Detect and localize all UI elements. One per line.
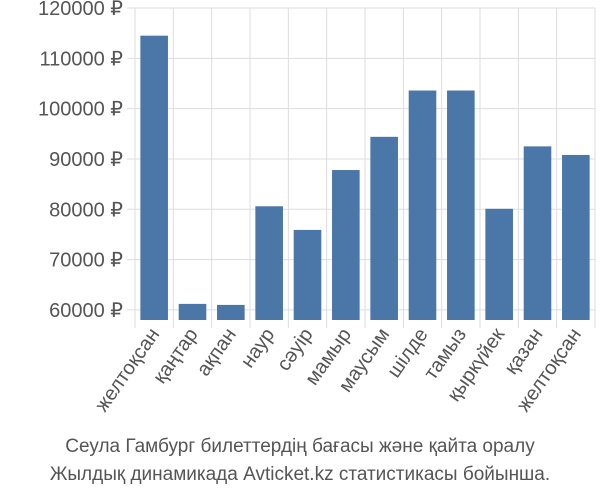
x-tick-label: ақпан (193, 324, 241, 380)
bar (370, 136, 398, 320)
bar (562, 154, 590, 320)
bar-chart: 60000 ₽ 70000 ₽ 80000 ₽ 90000 ₽ 100000 ₽ 1100… (38, 0, 596, 416)
x-axis: желтоқсанқаңтарақпаннаурсәуірмамырмаусым… (91, 324, 586, 416)
chart-caption-line-1: Сеула Гамбург билеттердің бағасы және қа… (65, 436, 535, 457)
y-tick-label: 100000 ₽ (38, 99, 123, 121)
bar (485, 208, 513, 320)
bar (523, 146, 552, 320)
bar (408, 90, 437, 321)
y-tick-label: 70000 ₽ (49, 250, 123, 272)
bar (178, 303, 207, 320)
y-tick-label: 80000 ₽ (49, 199, 123, 221)
chart-caption-line-2: Жылдық динамикада Avticket.kz статистика… (49, 464, 551, 485)
y-tick-label: 120000 ₽ (38, 0, 123, 20)
bar (255, 206, 283, 320)
bar (140, 35, 168, 320)
y-tick-label: 60000 ₽ (49, 300, 123, 322)
bar (332, 170, 360, 320)
bar (293, 229, 322, 320)
bars (140, 35, 590, 321)
bar (217, 304, 245, 320)
bar (447, 90, 475, 321)
x-tick-label: наур (237, 324, 280, 372)
y-tick-label: 110000 ₽ (39, 48, 123, 70)
y-axis: 60000 ₽ 70000 ₽ 80000 ₽ 90000 ₽ 100000 ₽ 1100… (38, 0, 123, 322)
grid-lines (127, 7, 596, 328)
y-tick-label: 90000 ₽ (49, 149, 123, 171)
